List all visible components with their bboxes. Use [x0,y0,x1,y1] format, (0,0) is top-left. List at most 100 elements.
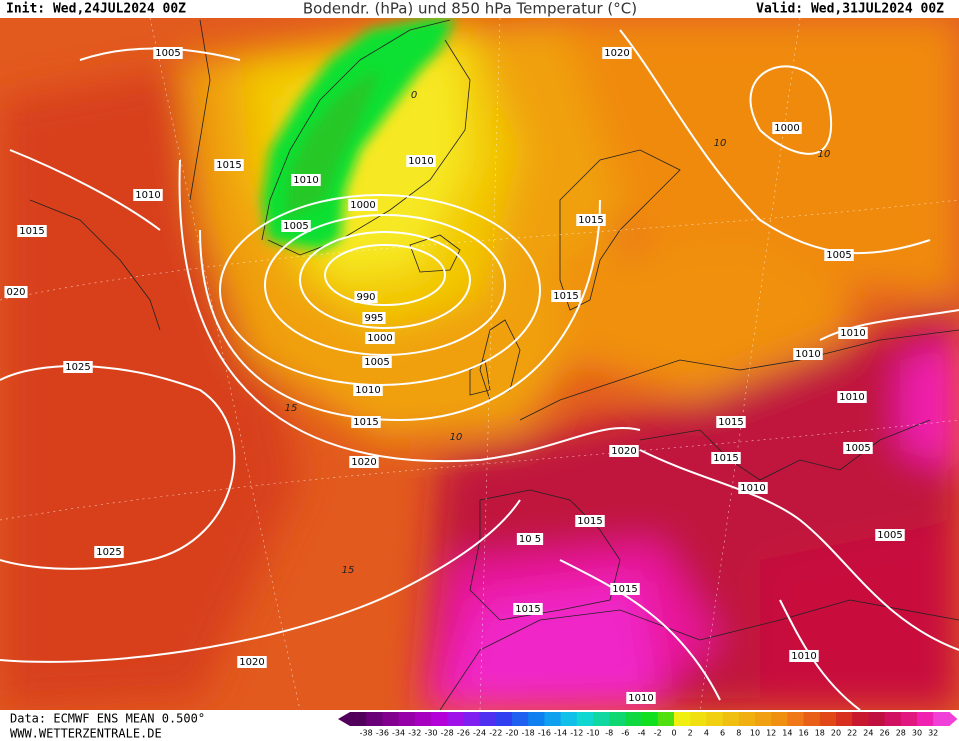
colorbar-swatch [933,712,950,726]
isobar-label-box [843,442,873,454]
colorbar-swatch [350,712,367,726]
isobar-label-text: 1010 [791,651,816,662]
isobar-label: 1015 [716,416,746,428]
isobar-label-box [609,445,639,457]
temperature-label: 10 [450,432,463,443]
colorbar-label: 18 [815,729,825,738]
colorbar-swatch [917,712,934,726]
isobar-label-text: 1015 [578,215,603,226]
isobar-label: 1010 [133,189,163,201]
temperature-label: 15 [342,565,355,576]
isobar-label-text: 1020 [239,657,264,668]
coastlines [29,19,959,710]
isobar-label-box [133,189,163,201]
isobar-label-box [602,47,632,59]
isobar-label-box [281,220,311,232]
isobar-label-text: 020 [6,287,25,298]
colorbar-label: -38 [360,729,373,738]
colorbar-right-tip [949,712,958,726]
isobar-label: 1010 [626,692,656,704]
colorbar-label: -28 [441,729,454,738]
isobar-label-text: 1010 [795,349,820,360]
isobar-label-box [711,452,741,464]
isobar-label: 1005 [281,220,311,232]
isobar-label-text: 1010 [740,483,765,494]
isobar-label: 1015 [711,452,741,464]
isobar-label-text: 995 [364,313,383,324]
colorbar-swatch [722,712,740,726]
colorbar-label: 0 [671,729,676,738]
site-url: WWW.WETTERZENTRALE.DE [10,727,162,741]
isobar-label: 1010 [793,348,823,360]
isobar-label: 1015 [214,159,244,171]
colorbar-swatch [771,712,788,726]
colorbar-label: 6 [720,729,725,738]
colorbar-swatch [884,712,902,726]
isobar-label-box [237,656,267,668]
isobar-label: 1005 [824,249,854,261]
colorbar-swatch [512,712,529,726]
colorbar-swatch [738,712,756,726]
colorbar: -38 -36 -34 -32 -30 -28 -26 -24 -22 -20 -18 -16 -14-… [338,712,958,738]
colorbar-label: 30 [912,729,922,738]
isobar-label: 1005 [875,529,905,541]
isobar-label: 1015 [351,416,381,428]
colorbar-label: 14 [782,729,792,738]
isobar-label-box [214,159,244,171]
colorbar-swatch [819,712,837,726]
isobar-label: 1000 [365,332,395,344]
isobar-label-box [610,583,640,595]
colorbar-swatch [641,712,659,726]
colorbar-swatch [625,712,643,726]
isobar-label: 1015 [575,515,605,527]
isobar-label-box [793,348,823,360]
colorbar-swatch [479,712,497,726]
isobar-label: 1010 [353,384,383,396]
isobar-label-box [772,122,802,134]
isobar-label-box [516,533,544,545]
isobar-label-box [153,47,183,59]
colorbar-label: -10 [586,729,599,738]
colorbar-label: -6 [621,729,629,738]
isobar-label-box [291,174,321,186]
isobar-label-box [94,546,124,558]
isobar-label-text: 1020 [611,446,636,457]
colorbar-swatch [463,712,481,726]
temperature-label: 15 [285,403,298,414]
isobar-label: 1025 [94,546,124,558]
colorbar-label: -34 [392,729,405,738]
isobar-label-box [365,332,395,344]
isobar-label-box [4,286,28,298]
isobar-label: 020 [4,286,28,298]
isobar-label-text: 1005 [877,530,902,541]
colorbar-swatch [657,712,675,726]
isobar-label-box [63,361,93,373]
isobar-label-box [351,416,381,428]
colorbar-swatch [836,712,853,726]
isobar-label-text: 1015 [713,453,738,464]
isobar-label: 1010 [738,482,768,494]
isobar-label-box [738,482,768,494]
colorbar-left-tip [338,712,350,726]
isobar-label: 1000 [772,122,802,134]
colorbar-swatch [900,712,918,726]
isobar-label-box [838,327,868,339]
colorbar-swatch [382,712,400,726]
colorbar-label: 20 [831,729,841,738]
isobar-label: 1015 [513,603,543,615]
colorbar-label: 4 [704,729,709,738]
colorbar-swatch [576,712,594,726]
colorbar-swatch [495,712,513,726]
isobar-label-text: 1010 [840,328,865,339]
isobar-label-text: 1000 [350,200,375,211]
isobar-label: 1010 [406,155,436,167]
isobar-label-text: 1005 [826,250,851,261]
isobar-label-box [354,291,378,303]
isobar-label-text: 1025 [65,362,90,373]
colorbar-swatch [366,712,383,726]
isobar-label-box [551,290,581,302]
isobar-label-box [362,312,386,324]
